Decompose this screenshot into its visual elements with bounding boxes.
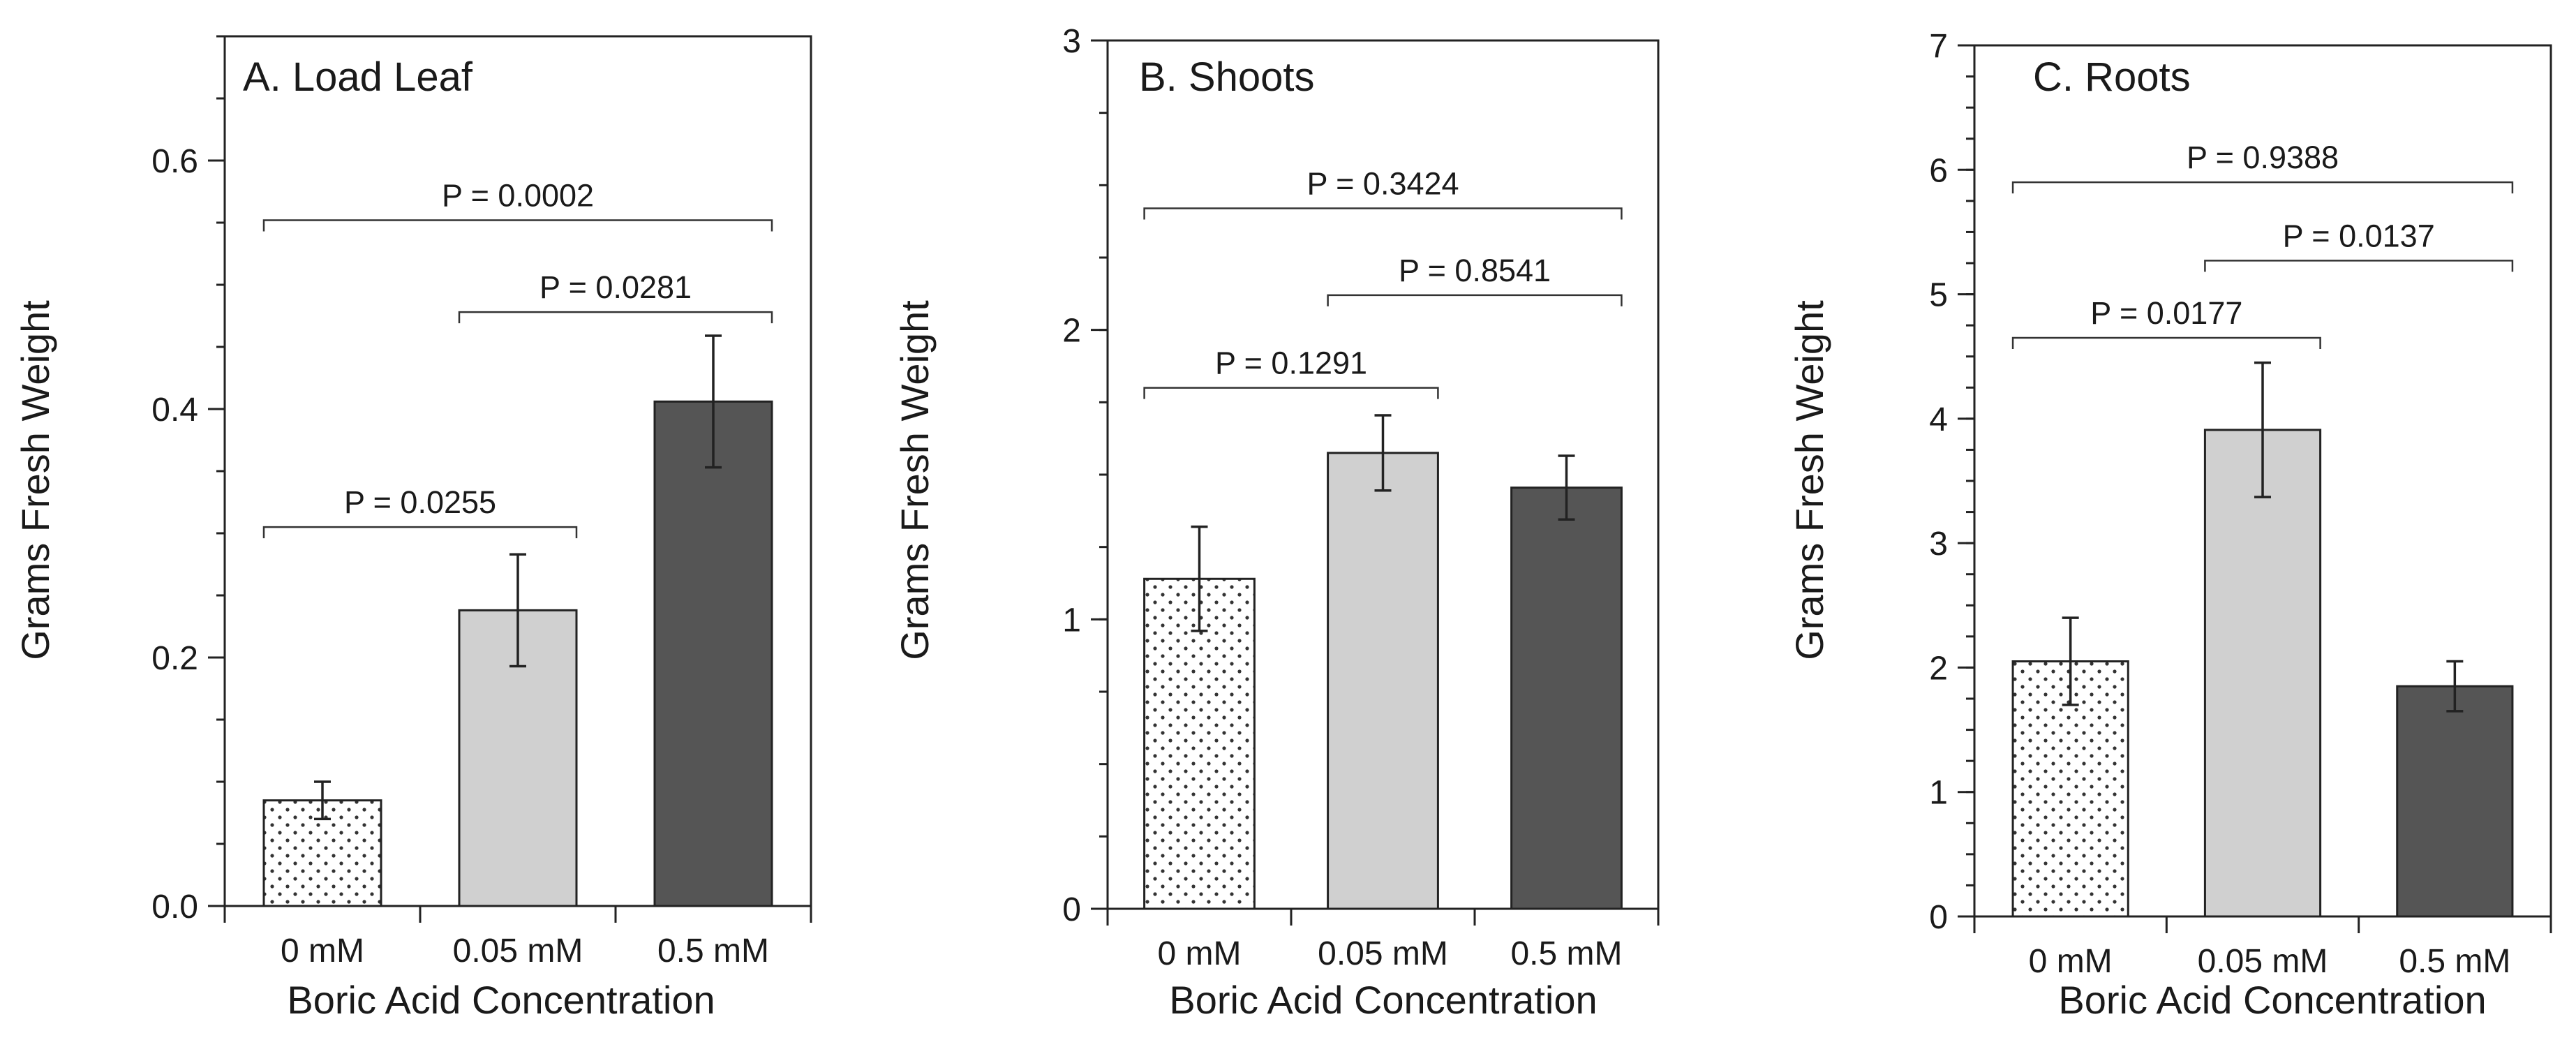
- y-tick-label: 0: [1929, 899, 1948, 936]
- panel-c-ylabel: Grams Fresh Weight: [1787, 300, 1831, 660]
- significance-bracket: [2011, 336, 2321, 349]
- significance-bracket: [1143, 207, 1623, 220]
- y-tick-label: 0.6: [151, 143, 198, 180]
- significance-bracket: [1143, 387, 1439, 399]
- y-tick-label: 1: [1062, 602, 1081, 639]
- panel-c: C. Roots Boric Acid Concentration Grams …: [1787, 28, 2552, 1022]
- x-tick-label: 0.5 mM: [1510, 935, 1622, 972]
- bar-c-2: [2396, 685, 2514, 918]
- bar-a-2: [653, 400, 773, 907]
- y-tick-label: 0.2: [151, 640, 198, 677]
- x-tick-label: 0.05 mM: [2198, 943, 2328, 980]
- x-tick-label: 0.5 mM: [657, 933, 769, 970]
- bar-c-1: [2203, 429, 2322, 918]
- y-tick-label: 0: [1062, 891, 1081, 928]
- significance-bracket: [2204, 260, 2514, 272]
- y-tick-label: 4: [1929, 401, 1948, 438]
- significance-bracket: [2011, 181, 2514, 194]
- p-value-label: P = 0.0281: [539, 269, 692, 305]
- p-value-label: P = 0.3424: [1306, 166, 1459, 202]
- y-tick-label: 6: [1929, 152, 1948, 189]
- p-value-label: P = 0.8541: [1399, 253, 1551, 288]
- y-tick-label: 5: [1929, 277, 1948, 314]
- x-tick-label: 0 mM: [1158, 935, 1242, 972]
- p-value-label: P = 0.0177: [2090, 295, 2242, 331]
- panel-a-ylabel: Grams Fresh Weight: [13, 300, 57, 660]
- panel-a: A. Load Leaf Boric Acid Concentration Gr…: [13, 35, 812, 1022]
- x-tick-label: 0 mM: [2029, 943, 2113, 980]
- y-tick-label: 3: [1929, 526, 1948, 563]
- panel-b-ylabel: Grams Fresh Weight: [893, 300, 937, 660]
- significance-bracket: [1327, 294, 1623, 306]
- p-value-label: P = 0.0137: [2283, 218, 2435, 253]
- x-tick-label: 0.05 mM: [453, 933, 583, 970]
- y-tick-label: 2: [1929, 650, 1948, 687]
- panel-b-title: B. Shoots: [1139, 54, 1314, 100]
- panel-b-xlabel: Boric Acid Concentration: [1169, 978, 1597, 1022]
- p-value-label: P = 0.9388: [2187, 140, 2339, 175]
- y-tick-label: 2: [1062, 313, 1081, 350]
- panel-b: B. Shoots Boric Acid Concentration Grams…: [893, 23, 1660, 1022]
- panel-c-title: C. Roots: [2033, 54, 2191, 100]
- significance-bracket: [458, 311, 773, 324]
- y-tick-label: 1: [1929, 775, 1948, 812]
- panel-a-title: A. Load Leaf: [243, 54, 473, 100]
- panel-c-xlabel: Boric Acid Concentration: [2058, 978, 2486, 1022]
- x-tick-label: 0 mM: [281, 933, 364, 970]
- bar-b-2: [1510, 486, 1623, 910]
- x-tick-label: 0.05 mM: [1318, 935, 1448, 972]
- p-value-label: P = 0.1291: [1215, 346, 1367, 381]
- significance-bracket: [262, 219, 773, 232]
- panel-a-xlabel: Boric Acid Concentration: [287, 978, 715, 1022]
- p-value-label: P = 0.0255: [344, 484, 496, 520]
- x-tick-label: 0.5 mM: [2399, 943, 2510, 980]
- p-value-label: P = 0.0002: [442, 177, 594, 213]
- y-tick-label: 0.0: [151, 889, 198, 926]
- y-tick-label: 7: [1929, 28, 1948, 65]
- y-tick-label: 3: [1062, 23, 1081, 60]
- significance-bracket: [262, 526, 578, 539]
- bar-b-1: [1327, 452, 1439, 910]
- y-tick-label: 0.4: [151, 392, 198, 429]
